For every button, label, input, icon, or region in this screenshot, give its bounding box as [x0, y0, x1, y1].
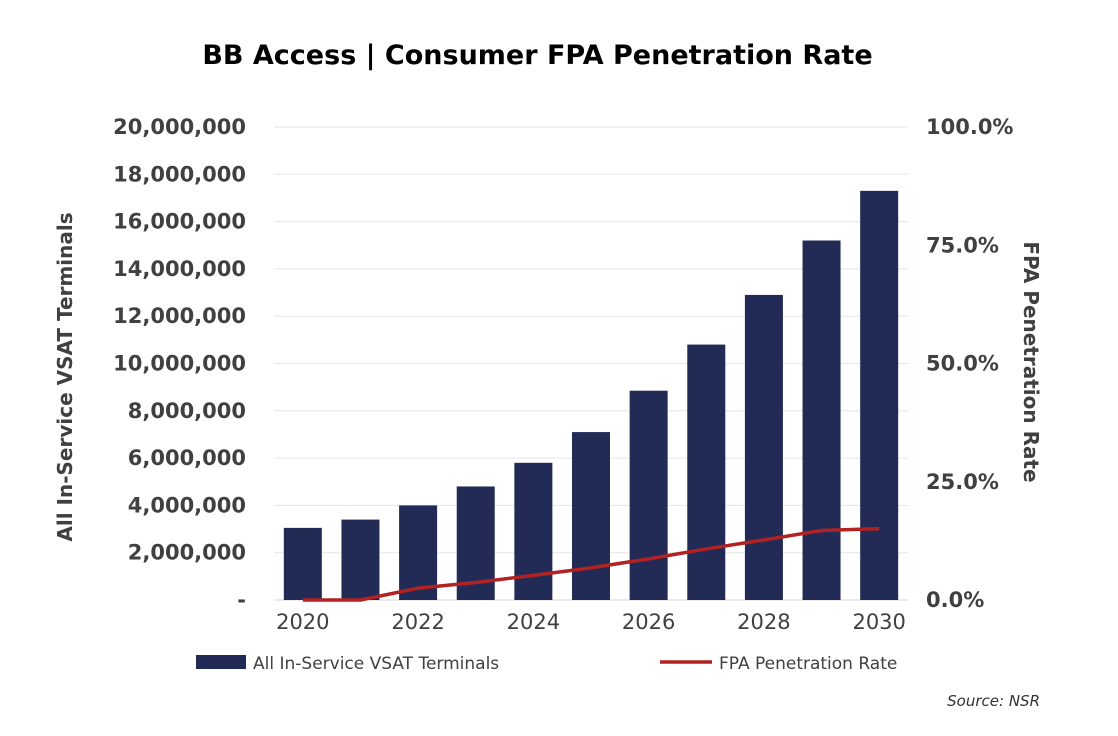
- bar-2021: [341, 519, 380, 600]
- left-tick-label: 20,000,000: [113, 115, 246, 139]
- source-note: Source: NSR: [947, 692, 1040, 710]
- bar-2028: [744, 294, 783, 600]
- left-tick-label: 12,000,000: [113, 304, 246, 328]
- bar-2025: [572, 432, 610, 600]
- left-tick-label: -: [237, 588, 246, 612]
- bar-2022: [399, 505, 438, 600]
- legend-label-line: FPA Penetration Rate: [719, 654, 897, 674]
- bar-2020: [283, 527, 322, 600]
- bar-2024: [514, 462, 553, 600]
- x-tick-label: 2020: [276, 610, 329, 634]
- left-axis: - 2,000,000 4,000,000 6,000,000 8,000,000 10,…: [113, 115, 246, 612]
- left-tick-label: 2,000,000: [128, 541, 246, 565]
- left-tick-label: 16,000,000: [113, 210, 246, 234]
- left-tick-label: 10,000,000: [113, 352, 246, 376]
- penetration-rate-line: [302, 526, 880, 602]
- right-axis: 0.0% 25.0% 50.0% 75.0% 100.0%: [926, 115, 1013, 612]
- bar-2029: [802, 240, 841, 600]
- left-tick-label: 6,000,000: [128, 446, 246, 470]
- left-axis-title: All In-Service VSAT Terminals: [53, 212, 77, 541]
- legend: All In-Service VSAT Terminals FPA Penetr…: [196, 654, 897, 674]
- bar-series: [283, 190, 899, 601]
- right-tick-label: 50.0%: [926, 352, 999, 376]
- x-tick-label: 2024: [507, 610, 560, 634]
- chart-title: BB Access | Consumer FPA Penetration Rat…: [202, 40, 873, 71]
- bar-2026: [629, 390, 668, 600]
- line-series: [302, 526, 880, 602]
- right-tick-label: 0.0%: [926, 588, 984, 612]
- left-tick-label: 4,000,000: [128, 493, 246, 517]
- left-tick-label: 14,000,000: [113, 257, 246, 281]
- legend-label-bars: All In-Service VSAT Terminals: [253, 654, 499, 674]
- x-tick-label: 2022: [391, 610, 444, 634]
- right-tick-label: 100.0%: [926, 115, 1013, 139]
- bar-2027: [687, 344, 726, 600]
- x-tick-label: 2030: [852, 610, 905, 634]
- right-tick-label: 25.0%: [926, 470, 999, 494]
- x-tick-label: 2028: [737, 610, 790, 634]
- right-tick-label: 75.0%: [926, 233, 999, 257]
- left-tick-label: 18,000,000: [113, 162, 246, 186]
- left-tick-label: 8,000,000: [128, 399, 246, 423]
- x-axis: 2020 2022 2024 2026 2028 2030: [276, 610, 906, 634]
- right-axis-title: FPA Penetration Rate: [1019, 241, 1043, 482]
- legend-swatch-bars: [196, 655, 246, 669]
- bar-2030: [860, 190, 899, 601]
- x-tick-label: 2026: [622, 610, 675, 634]
